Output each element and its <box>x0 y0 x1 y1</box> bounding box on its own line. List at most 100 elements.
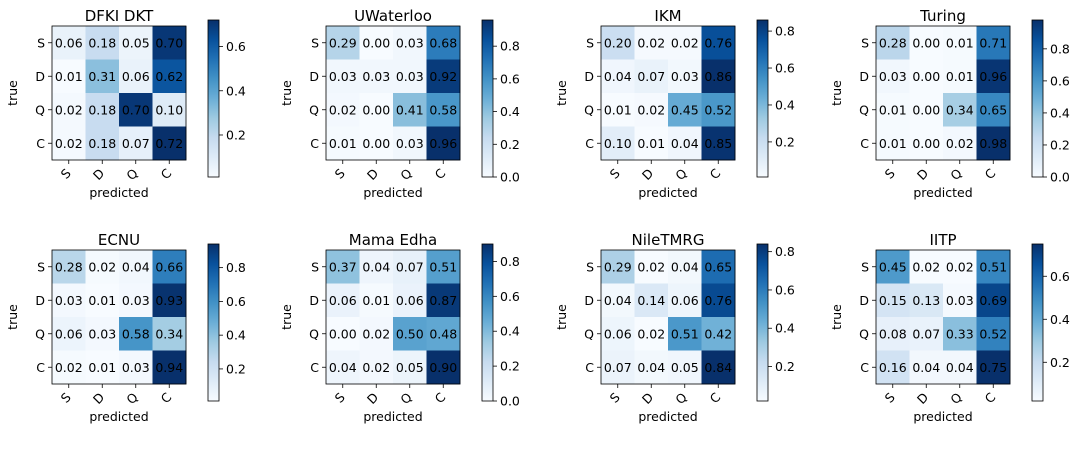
y-tick-label: C <box>585 136 594 151</box>
heatmap-cell <box>119 283 153 318</box>
cell-value: 0.84 <box>704 360 732 375</box>
heatmap-cell <box>876 350 910 385</box>
heatmap-cell <box>876 93 910 127</box>
cell-value: 0.02 <box>946 259 974 274</box>
cell-value: 0.05 <box>671 360 699 375</box>
cell-value: 0.28 <box>879 35 907 50</box>
heatmap-cell <box>326 317 360 351</box>
heatmap-cell <box>426 283 461 318</box>
y-tick-label: Q <box>584 102 594 117</box>
heatmap-cell <box>701 317 736 351</box>
cell-value: 0.02 <box>912 259 940 274</box>
colorbar-tick-label: 0.2 <box>775 359 795 374</box>
x-tick-label: D <box>639 166 656 183</box>
axes-frame <box>600 249 736 385</box>
heatmap-cell <box>52 283 86 318</box>
y-tick-label: S <box>861 35 869 50</box>
x-axis-label: predicted <box>638 409 697 424</box>
heatmap-cell <box>393 283 427 318</box>
x-tick-label: C <box>982 165 999 182</box>
x-axis-label: predicted <box>363 409 422 424</box>
x-axis-label: predicted <box>913 185 972 200</box>
y-tick-label: D <box>309 293 319 308</box>
x-tick-label: C <box>432 389 449 406</box>
cell-value: 0.93 <box>155 293 183 308</box>
colorbar <box>756 19 769 178</box>
cell-value: 0.72 <box>155 136 183 151</box>
heatmap-cell <box>52 317 86 351</box>
cell-value: 0.00 <box>362 35 390 50</box>
heatmap-cell <box>909 26 944 60</box>
cell-value: 0.41 <box>396 102 424 117</box>
cell-value: 0.62 <box>155 69 183 84</box>
colorbar-tick-label: 0.6 <box>226 39 246 54</box>
cell-value: 0.00 <box>912 102 940 117</box>
cell-value: 0.03 <box>88 326 116 341</box>
x-tick-label: S <box>882 165 898 181</box>
y-tick-label: C <box>310 360 319 375</box>
heatmap-cell <box>393 350 427 385</box>
cell-value: 0.04 <box>671 136 699 151</box>
x-tick-label: D <box>914 166 931 183</box>
cell-value: 0.07 <box>604 360 632 375</box>
heatmap-cell <box>359 93 394 127</box>
heatmap-cell <box>701 250 736 284</box>
cell-value: 0.76 <box>704 293 732 308</box>
cell-value: 0.13 <box>912 293 940 308</box>
x-axis-label: predicted <box>89 185 148 200</box>
cell-value: 0.68 <box>429 35 457 50</box>
y-tick-label: D <box>859 293 869 308</box>
y-tick-label: Q <box>859 326 869 341</box>
x-tick-label: Q <box>947 165 965 183</box>
heatmap-cell <box>85 317 120 351</box>
cell-value: 0.52 <box>979 326 1007 341</box>
cell-value: 0.18 <box>88 136 116 151</box>
heatmap-cell <box>976 126 1011 161</box>
colorbar-tick-label: 0.4 <box>226 328 246 343</box>
x-tick-label: C <box>158 389 175 406</box>
x-tick-label: C <box>432 165 449 182</box>
cell-value: 0.29 <box>329 35 357 50</box>
cell-value: 0.03 <box>122 293 150 308</box>
x-tick-label: S <box>607 165 623 181</box>
cell-value: 0.58 <box>122 326 150 341</box>
axes-frame <box>875 249 1011 385</box>
heatmap-cell <box>976 283 1011 318</box>
heatmap-cell <box>393 126 427 161</box>
cell-value: 0.96 <box>979 69 1007 84</box>
cell-value: 0.10 <box>155 102 183 117</box>
heatmap-cell <box>909 126 944 161</box>
heatmap-cell <box>701 26 736 60</box>
heatmap-cell <box>909 250 944 284</box>
cell-value: 0.90 <box>429 360 457 375</box>
cell-value: 0.02 <box>55 360 83 375</box>
x-tick-label: Q <box>672 165 690 183</box>
cell-value: 0.03 <box>362 69 390 84</box>
heatmap-cell <box>701 126 736 161</box>
cell-value: 0.03 <box>396 136 424 151</box>
heatmap-cell <box>634 26 669 60</box>
colorbar-tick-label: 0.2 <box>226 361 246 376</box>
cell-value: 0.06 <box>122 69 150 84</box>
heatmap-cell <box>85 126 120 161</box>
cell-value: 0.87 <box>429 293 457 308</box>
y-tick-label: Q <box>35 326 45 341</box>
axes-frame <box>600 25 736 161</box>
heatmap-cell <box>152 126 187 161</box>
y-axis-label: true <box>829 304 844 330</box>
cell-value: 0.04 <box>122 259 150 274</box>
colorbar-tick-label: 0.6 <box>226 294 246 309</box>
cell-value: 0.69 <box>979 293 1007 308</box>
y-tick-label: C <box>860 360 869 375</box>
cell-value: 0.03 <box>396 35 424 50</box>
cell-value: 0.86 <box>704 69 732 84</box>
cell-value: 0.70 <box>122 102 150 117</box>
cell-value: 0.02 <box>637 259 665 274</box>
colorbar-tick-label: 0.4 <box>1050 105 1070 120</box>
cell-value: 0.02 <box>55 102 83 117</box>
y-axis-label: true <box>5 304 20 330</box>
x-tick-label: D <box>90 390 107 407</box>
colorbar-tick-label: 0.2 <box>500 359 520 374</box>
heatmap-cell <box>876 26 910 60</box>
